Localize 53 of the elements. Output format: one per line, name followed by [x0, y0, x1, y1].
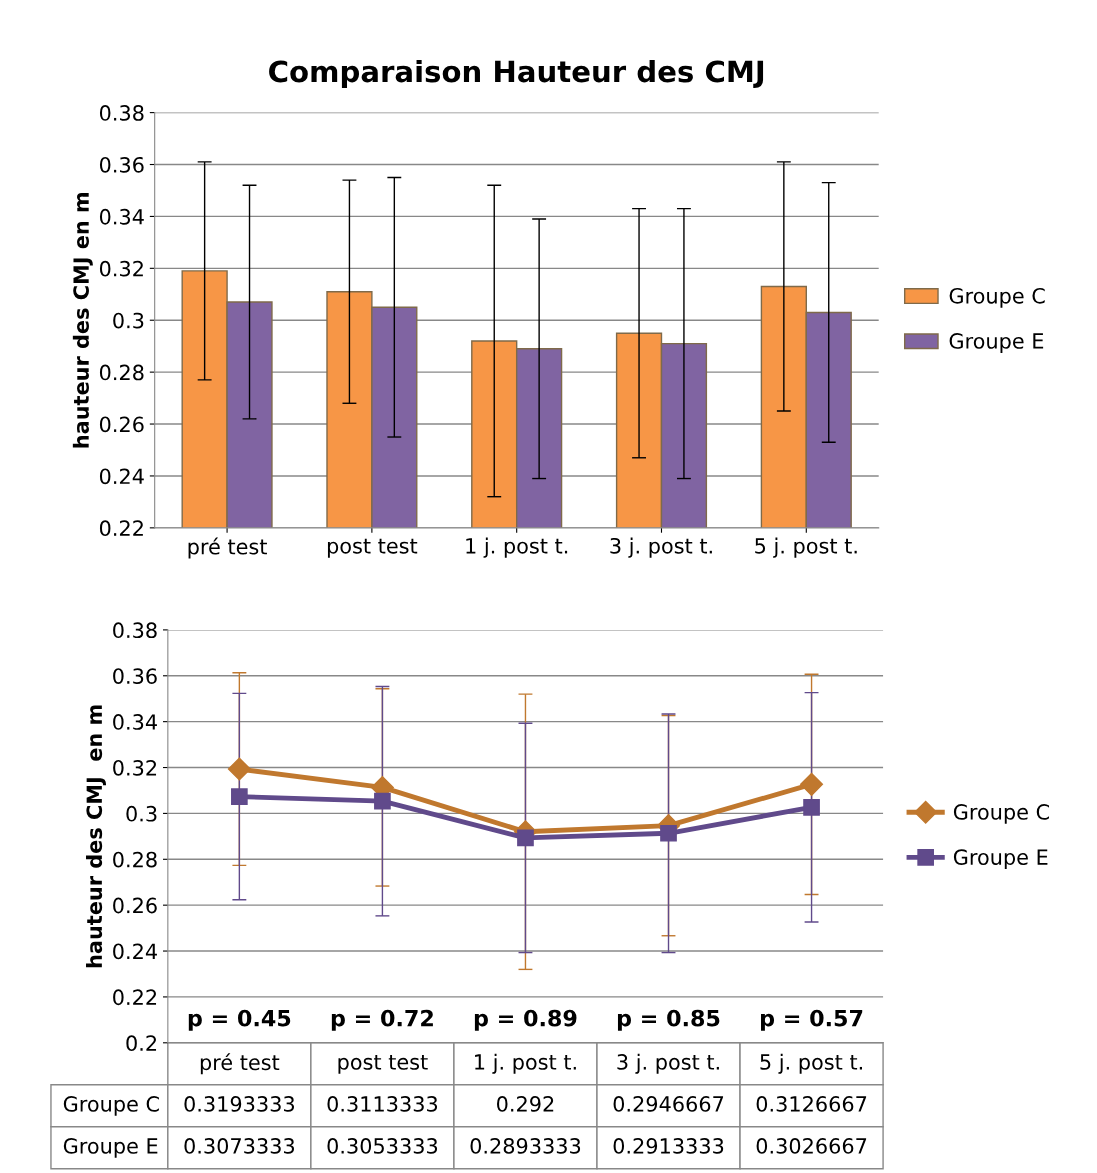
y-axis-title: hauteur des CMJ en m [86, 705, 107, 968]
category-label: post test [338, 1054, 428, 1074]
category-label: 5 j. post t. [760, 1053, 862, 1074]
y-tick-label: 0.38 [113, 622, 157, 639]
data-label: 0.2893333 [470, 1138, 581, 1154]
legend-label: Groupe E [953, 849, 1048, 870]
y-tick-label: 0.34 [99, 208, 144, 225]
data-label: 0.3053333 [327, 1138, 438, 1154]
annotation: p = 0.89 [474, 1009, 577, 1031]
x-tick-label: 1 j. post t. [466, 537, 568, 558]
text: Groupe E [63, 1138, 158, 1158]
y-tick-label: 0.3 [126, 805, 157, 822]
data-label: 0.292 [497, 1096, 554, 1112]
legend-label: Groupe C [949, 287, 1045, 308]
annotation: p = 0.57 [761, 1009, 863, 1031]
y-tick-label: 0.32 [99, 260, 143, 277]
annotation: p = 0.45 [188, 1009, 291, 1031]
x-tick-label: post test [327, 538, 418, 558]
y-tick-label: 0.36 [99, 156, 144, 173]
data-label: 0.3193333 [184, 1096, 295, 1112]
x-tick-label: 5 j. post t. [755, 537, 857, 558]
text: Groupe C [63, 1096, 159, 1116]
y-tick-label: 0.26 [113, 897, 157, 914]
y-tick-label: 0.36 [113, 668, 157, 684]
y-tick-label: 0.34 [113, 714, 157, 730]
annotation: p = 0.72 [331, 1009, 433, 1031]
legend-label: Groupe E [949, 333, 1044, 353]
data-label: 0.2946667 [613, 1096, 724, 1112]
y-tick-label: 0.38 [99, 105, 144, 121]
y-tick-label: 0.22 [99, 520, 143, 537]
y-tick-label: 0.24 [99, 468, 144, 485]
data-label: 0.3073333 [184, 1138, 295, 1154]
data-label: 0.3026667 [756, 1138, 867, 1154]
x-tick-label: 3 j. post t. [610, 537, 712, 558]
data-label: 0.3113333 [327, 1096, 438, 1112]
y-tick-label: 0.28 [113, 851, 157, 868]
x-tick-label: pré test [188, 537, 267, 559]
y-tick-label: 0.22 [113, 989, 157, 1006]
y-tick-label: 0.26 [99, 416, 144, 433]
chart-title: Comparaison Hauteur des CMJ [269, 59, 764, 89]
y-axis-title: hauteur des CMJ en m [72, 192, 93, 448]
y-tick-label: 0.24 [113, 943, 157, 960]
data-label: 0.3126667 [756, 1096, 867, 1112]
category-label: 3 j. post t. [617, 1053, 719, 1074]
category-label: 1 j. post t. [475, 1053, 576, 1074]
y-tick-label: 0.3 [113, 312, 144, 329]
y-tick-label: 0.32 [113, 759, 157, 776]
data-label: 0.2913333 [613, 1138, 724, 1154]
legend-label: Groupe C [953, 804, 1050, 824]
y-tick-label: 0.28 [99, 364, 144, 381]
annotation: p = 0.85 [617, 1009, 720, 1031]
y-tick-label: 0.2 [126, 1035, 157, 1052]
category-label: pré test [200, 1053, 280, 1075]
